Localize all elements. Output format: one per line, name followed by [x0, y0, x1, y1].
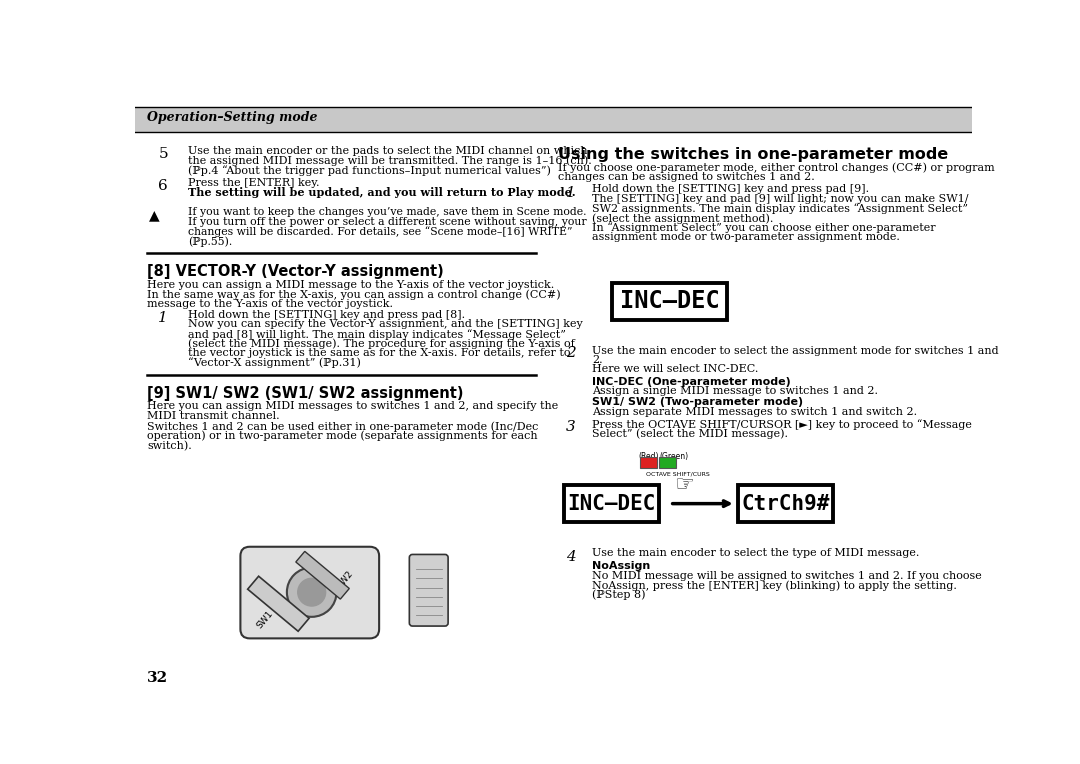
- Text: (Green): (Green): [659, 452, 688, 461]
- Text: Switches 1 and 2 can be used either in one-parameter mode (Inc/Dec: Switches 1 and 2 can be used either in o…: [147, 421, 539, 432]
- Text: 5: 5: [159, 147, 167, 161]
- Text: SW2 assignments. The main display indicates “Assignment Select”: SW2 assignments. The main display indica…: [592, 203, 969, 214]
- FancyBboxPatch shape: [565, 485, 659, 522]
- Text: switch).: switch).: [147, 441, 192, 451]
- Text: SW1/ SW2 (Two-parameter mode): SW1/ SW2 (Two-parameter mode): [592, 397, 804, 407]
- Text: In “Assignment Select” you can choose either one-parameter: In “Assignment Select” you can choose ei…: [592, 222, 936, 233]
- FancyBboxPatch shape: [612, 283, 727, 319]
- Text: 32: 32: [147, 671, 168, 685]
- FancyBboxPatch shape: [659, 458, 676, 468]
- Text: Press the [ENTER] key.: Press the [ENTER] key.: [188, 178, 320, 188]
- Text: Here we will select INC-DEC.: Here we will select INC-DEC.: [592, 364, 758, 374]
- Text: changes will be discarded. For details, see “Scene mode–[16] WRITE”: changes will be discarded. For details, …: [188, 226, 572, 237]
- Text: 4: 4: [566, 550, 576, 564]
- Text: Use the main encoder to select the type of MIDI message.: Use the main encoder to select the type …: [592, 549, 920, 558]
- Text: CtrCh9#: CtrCh9#: [741, 494, 829, 513]
- Text: message to the Y-axis of the vector joystick.: message to the Y-axis of the vector joys…: [147, 299, 393, 309]
- Text: The setting will be updated, and you will return to Play mode.: The setting will be updated, and you wil…: [188, 187, 576, 198]
- FancyBboxPatch shape: [135, 107, 972, 131]
- Text: Hold down the [SETTING] key and press pad [8].: Hold down the [SETTING] key and press pa…: [188, 309, 464, 319]
- Text: Assign separate MIDI messages to switch 1 and switch 2.: Assign separate MIDI messages to switch …: [592, 406, 917, 416]
- Text: Now you can specify the Vector-Y assignment, and the [SETTING] key: Now you can specify the Vector-Y assignm…: [188, 319, 582, 329]
- Text: (Red): (Red): [638, 452, 659, 461]
- Text: The [SETTING] key and pad [9] will light; now you can make SW1/: The [SETTING] key and pad [9] will light…: [592, 194, 969, 204]
- FancyBboxPatch shape: [640, 458, 658, 468]
- FancyBboxPatch shape: [241, 547, 379, 639]
- Text: INC–DEC: INC–DEC: [567, 494, 656, 513]
- Text: No MIDI message will be assigned to switches 1 and 2. If you choose: No MIDI message will be assigned to swit…: [592, 571, 982, 581]
- Text: In the same way as for the X-axis, you can assign a control change (CC#): In the same way as for the X-axis, you c…: [147, 290, 561, 299]
- Text: Use the main encoder or the pads to select the MIDI channel on which: Use the main encoder or the pads to sele…: [188, 146, 588, 156]
- Text: SW1: SW1: [255, 609, 275, 630]
- Text: OCTAVE SHIFT/CURS: OCTAVE SHIFT/CURS: [647, 471, 711, 476]
- Text: NoAssign, press the [ENTER] key (blinking) to apply the setting.: NoAssign, press the [ENTER] key (blinkin…: [592, 580, 957, 591]
- Text: SW2: SW2: [335, 569, 355, 591]
- Text: MOD: MOD: [418, 592, 443, 602]
- Text: Using the switches in one-parameter mode: Using the switches in one-parameter mode: [558, 147, 948, 162]
- Polygon shape: [247, 576, 309, 631]
- Text: [9] SW1/ SW2 (SW1/ SW2 assignment): [9] SW1/ SW2 (SW1/ SW2 assignment): [147, 386, 464, 401]
- Text: 2.: 2.: [592, 355, 603, 365]
- Text: Assign a single MIDI message to switches 1 and 2.: Assign a single MIDI message to switches…: [592, 386, 878, 396]
- Circle shape: [287, 568, 337, 617]
- Text: MIDI transmit channel.: MIDI transmit channel.: [147, 411, 280, 421]
- Text: Here you can assign MIDI messages to switches 1 and 2, and specify the: Here you can assign MIDI messages to swi…: [147, 401, 558, 411]
- Text: ☞: ☞: [674, 475, 693, 495]
- Text: NoAssign: NoAssign: [592, 562, 650, 571]
- Text: 2: 2: [566, 346, 576, 360]
- Text: (ℙp.4 “About the trigger pad functions–Input numerical values”): (ℙp.4 “About the trigger pad functions–I…: [188, 165, 551, 176]
- Text: Operation–Setting mode: Operation–Setting mode: [147, 111, 318, 124]
- Text: 6: 6: [159, 180, 168, 193]
- FancyBboxPatch shape: [738, 485, 833, 522]
- Text: ▲: ▲: [149, 209, 160, 223]
- Text: INC-DEC (One-parameter mode): INC-DEC (One-parameter mode): [592, 377, 791, 387]
- Text: the assigned MIDI message will be transmitted. The range is 1–16 (ch).: the assigned MIDI message will be transm…: [188, 155, 592, 166]
- Text: INC–DEC: INC–DEC: [620, 289, 719, 313]
- Text: Press the OCTAVE SHIFT/CURSOR [►] key to proceed to “Message: Press the OCTAVE SHIFT/CURSOR [►] key to…: [592, 419, 972, 429]
- Text: If you choose one-parameter mode, either control changes (CC#) or program: If you choose one-parameter mode, either…: [558, 163, 995, 173]
- Text: (ℙStep 8): (ℙStep 8): [592, 590, 646, 601]
- Text: assignment mode or two-parameter assignment mode.: assignment mode or two-parameter assignm…: [592, 232, 900, 242]
- Text: changes can be assigned to switches 1 and 2.: changes can be assigned to switches 1 an…: [558, 172, 815, 182]
- Text: Use the main encoder to select the assignment mode for switches 1 and: Use the main encoder to select the assig…: [592, 346, 999, 356]
- Text: Here you can assign a MIDI message to the Y-axis of the vector joystick.: Here you can assign a MIDI message to th…: [147, 280, 555, 290]
- Text: If you turn off the power or select a different scene without saving, your: If you turn off the power or select a di…: [188, 217, 586, 227]
- FancyBboxPatch shape: [409, 555, 448, 626]
- Text: and pad [8] will light. The main display indicates “Message Select”: and pad [8] will light. The main display…: [188, 329, 566, 340]
- Text: (select the MIDI message). The procedure for assigning the Y-axis of: (select the MIDI message). The procedure…: [188, 338, 575, 349]
- Text: “Vector-X assignment” (ℙp.31): “Vector-X assignment” (ℙp.31): [188, 358, 361, 368]
- Circle shape: [298, 578, 326, 606]
- Text: 1: 1: [566, 186, 576, 199]
- Text: [8] VECTOR-Y (Vector-Y assignment): [8] VECTOR-Y (Vector-Y assignment): [147, 264, 444, 279]
- Text: 1: 1: [159, 311, 168, 325]
- Text: If you want to keep the changes you’ve made, save them in Scene mode.: If you want to keep the changes you’ve m…: [188, 207, 586, 217]
- Text: operation) or in two-parameter mode (separate assignments for each: operation) or in two-parameter mode (sep…: [147, 431, 538, 442]
- Text: (select the assignment method).: (select the assignment method).: [592, 213, 773, 224]
- Text: (ℙp.55).: (ℙp.55).: [188, 236, 232, 247]
- Text: Hold down the [SETTING] key and press pad [9].: Hold down the [SETTING] key and press pa…: [592, 184, 869, 194]
- Text: 3: 3: [566, 420, 576, 435]
- Polygon shape: [296, 552, 349, 599]
- Text: the vector joystick is the same as for the X-axis. For details, refer to: the vector joystick is the same as for t…: [188, 348, 570, 358]
- Text: Select” (select the MIDI message).: Select” (select the MIDI message).: [592, 428, 788, 439]
